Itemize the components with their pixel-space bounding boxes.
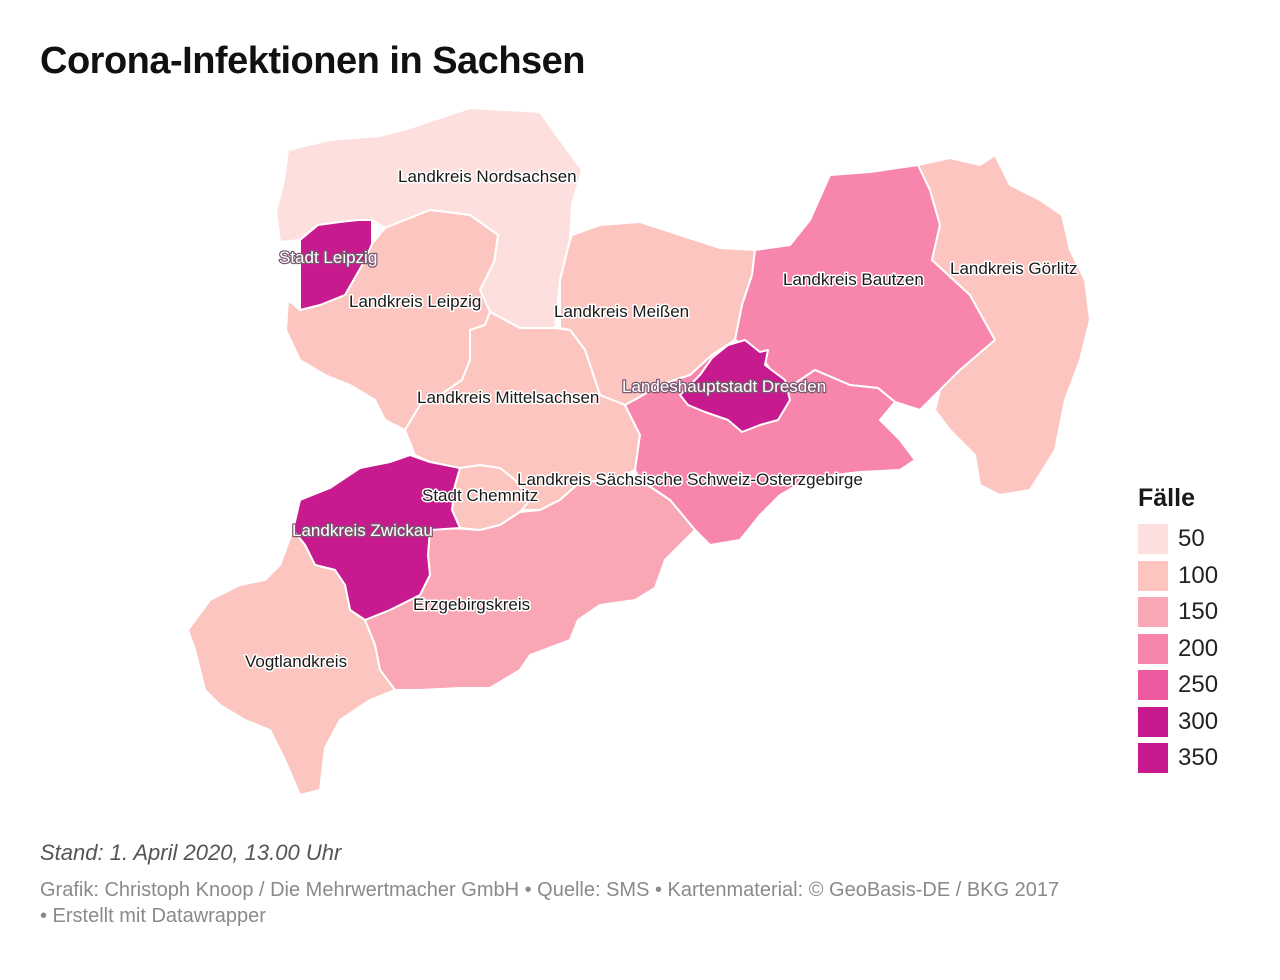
label-meissen: Landkreis Meißen: [554, 302, 689, 321]
label-zwickau: Landkreis Zwickau: [292, 521, 433, 540]
legend-swatch: [1138, 670, 1168, 701]
legend-label: 100: [1178, 561, 1219, 589]
legend-item: 100: [1138, 558, 1268, 595]
label-goerlitz: Landkreis Görlitz: [950, 259, 1078, 278]
label-saechsische-schweiz: Landkreis Sächsische Schweiz-Osterzgebir…: [517, 470, 863, 489]
credits-line: • Erstellt mit Datawrapper: [40, 905, 266, 927]
region-dresden[interactable]: [679, 339, 791, 433]
legend-label: 300: [1178, 707, 1219, 735]
legend-swatch: [1138, 597, 1168, 628]
label-leipzig-kreis: Landkreis Leipzig: [349, 292, 481, 311]
label-chemnitz: Stadt Chemnitz: [422, 486, 538, 505]
label-erzgebirge: Erzgebirgskreis: [413, 595, 530, 614]
legend-item: 150: [1138, 594, 1268, 631]
region-leipzig-stadt[interactable]: [299, 219, 373, 311]
legend-label: 50: [1178, 525, 1205, 553]
credits: Grafik: Christoph Knoop / Die Mehrwertma…: [40, 877, 1220, 929]
legend-item: 300: [1138, 704, 1268, 741]
label-nordsachsen: Landkreis Nordsachsen: [398, 167, 577, 186]
legend-label: 150: [1178, 598, 1219, 626]
legend-item: 50: [1138, 521, 1268, 558]
legend-swatch: [1138, 524, 1168, 555]
legend-item: 200: [1138, 631, 1268, 668]
region-goerlitz[interactable]: [917, 154, 1091, 496]
legend-label: 350: [1178, 744, 1219, 772]
legend-item: 350: [1138, 740, 1268, 777]
legend-swatch: [1138, 706, 1168, 737]
label-mittelsachsen: Landkreis Mittelsachsen: [417, 388, 599, 407]
label-bautzen: Landkreis Bautzen: [783, 270, 924, 289]
chart-title: Corona-Infektionen in Sachsen: [40, 40, 586, 82]
label-leipzig-stadt: Stadt Leipzig: [279, 248, 377, 267]
legend-swatch: [1138, 633, 1168, 664]
legend-label: 250: [1178, 671, 1219, 699]
legend-swatch: [1138, 560, 1168, 591]
credits-line: Grafik: Christoph Knoop / Die Mehrwertma…: [40, 879, 1060, 901]
legend-label: 200: [1178, 634, 1219, 662]
legend-item: 250: [1138, 667, 1268, 704]
legend: Fälle 50 100 150 200 250 300 350: [1138, 484, 1268, 777]
region-vogtland[interactable]: [187, 529, 396, 796]
label-vogtland: Vogtlandkreis: [245, 652, 347, 671]
legend-swatch: [1138, 743, 1168, 774]
data-date-note: Stand: 1. April 2020, 13.00 Uhr: [40, 840, 342, 865]
legend-title: Fälle: [1138, 484, 1195, 512]
label-dresden: Landeshauptstadt Dresden: [622, 377, 826, 396]
